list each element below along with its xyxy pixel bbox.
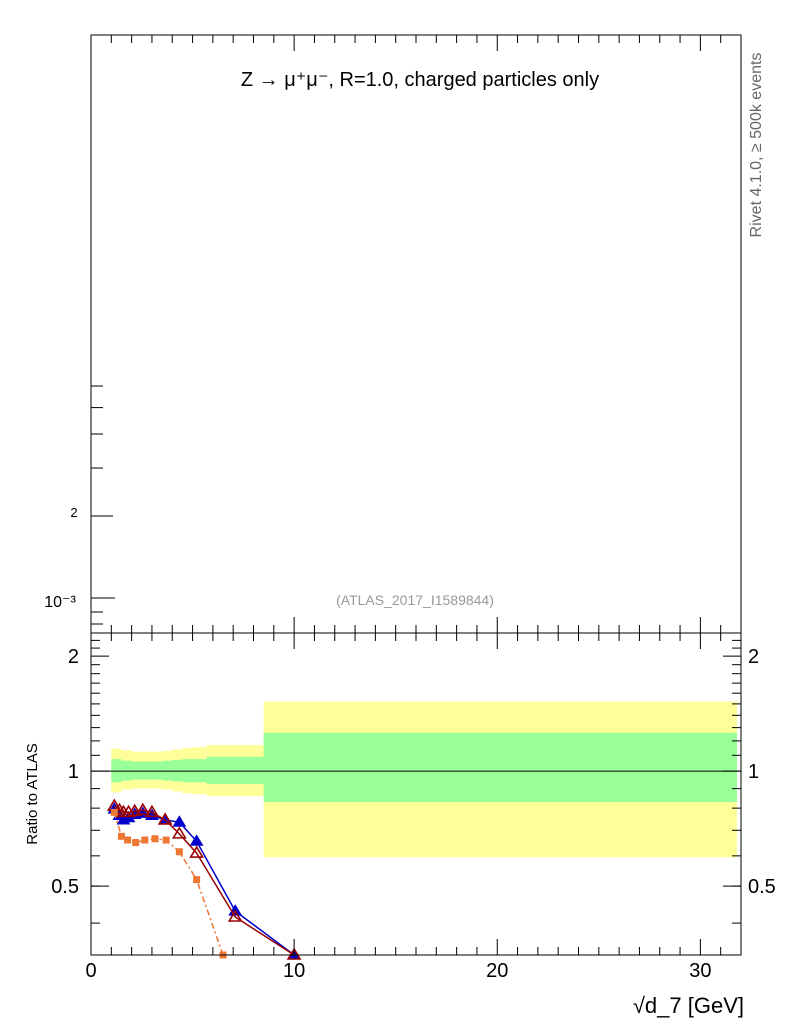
series-line-3 [113,812,224,956]
series-2-point [189,845,205,858]
series-3-point [132,839,140,847]
ratio-ylabel: Ratio to ATLAS [24,743,41,844]
ratio-xlabel: √d_7 [GeV] [633,993,744,1018]
y-tick-label-left: 0.5 [51,876,79,898]
uncertainty-bands [111,701,737,858]
x-tick-label: 0 [85,960,96,982]
series-2-point [127,803,143,817]
series-2-point [227,909,243,922]
x-tick-label: 20 [486,960,508,982]
series-2-point [286,947,302,960]
ratio-axis-ticks [90,633,742,955]
series-3-point [117,832,125,840]
main-panel: Z → μ⁺μ⁻, R=1.0, charged particles only … [44,34,765,634]
main-ytick-label-0: 10⁻³ [44,594,76,611]
ratio-panel: 0 10 20 30 0.5 0.5 1 1 2 2 Ratio to ATLAS √d_7 [G… [24,632,776,1018]
series-3-point [151,835,159,843]
series-3-point [141,836,149,844]
series-3-point [124,836,132,844]
main-title: Z → μ⁺μ⁻, R=1.0, charged particles only [241,69,599,91]
x-tick-label: 10 [283,960,305,982]
inner-band-bin [162,760,173,781]
rivet-version-label: Rivet 4.1.0, ≥ 500k events [748,53,765,238]
series-2-point [157,812,173,825]
inner-band-bin [131,761,142,780]
analysis-watermark: (ATLAS_2017_I1589844) [336,592,494,608]
y-tick-label-left: 1 [68,761,79,783]
mc-series [106,798,302,960]
series-3-point [162,836,170,844]
inner-band-bin [121,760,132,781]
inner-band-bin [206,756,224,785]
inner-band-bin [141,761,152,780]
inner-band-bin [223,756,264,785]
series-2-point [144,804,160,818]
main-ytick-label-1: 2 [70,505,77,520]
series-2-point [135,802,151,816]
x-tick-label: 30 [689,960,711,982]
y-tick-label-right: 2 [748,646,759,668]
y-tick-label-right: 0.5 [748,876,776,898]
inner-band-bin [151,761,163,780]
ratio-tick-labels: 0 10 20 30 0.5 0.5 1 1 2 2 [51,646,776,982]
y-tick-label-right: 1 [748,761,759,783]
y-tick-label-left: 2 [68,646,79,668]
series-1-point [189,834,204,846]
inner-band-bin [263,732,737,803]
series-3-point [110,808,118,816]
main-frame [90,34,742,634]
series-2-point [171,826,187,839]
series-1-point [172,815,187,827]
series-3-point [175,848,183,856]
series-3-point [193,876,201,884]
main-axis-ticks [90,35,742,633]
